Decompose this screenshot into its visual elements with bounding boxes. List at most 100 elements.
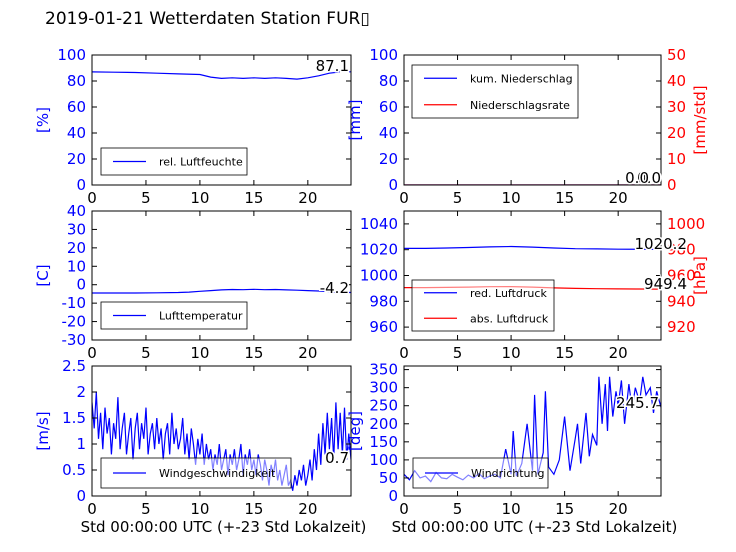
precip-xtick-label: 20 (609, 189, 628, 207)
temperature-ytick-label: -20 (62, 313, 87, 331)
winddir-legend-label-1: Windrichtung (471, 467, 544, 480)
pressure-xtick-label: 15 (555, 344, 574, 362)
pressure-current-value: 1020.2 (635, 235, 688, 253)
temperature-ytick-label: 40 (67, 202, 86, 220)
precip-ytick-right-label: 30 (667, 98, 686, 116)
winddir-ytick-label: 300 (369, 379, 398, 397)
temperature-current-value: -4.2 (320, 279, 349, 297)
winddir-current-value: 245.7 (616, 394, 659, 412)
winddir-xtick-label: 15 (555, 500, 574, 518)
windspeed-ytick-label: 0.5 (62, 461, 86, 479)
humidity-xtick-label: 15 (244, 189, 263, 207)
windspeed-ytick-label: 0 (76, 487, 86, 505)
humidity-ytick-label: 100 (57, 46, 86, 64)
precip-legend (411, 64, 579, 119)
winddir-ytick-label: 0 (388, 487, 398, 505)
precip-ytick-right-label: 40 (667, 72, 686, 90)
humidity-series-1 (92, 71, 351, 80)
pressure-legend-label-1: red. Luftdruck (470, 287, 547, 300)
windspeed-frame (91, 365, 352, 497)
humidity-legend-label-1: rel. Luftfeuchte (159, 156, 243, 169)
pressure-ytick-right-label: 1000 (667, 215, 705, 233)
pressure-ytick-label: 1040 (360, 215, 398, 233)
precip-frame (403, 54, 662, 186)
temperature-xtick-label: 20 (298, 344, 317, 362)
pressure-ytick-right-label: 940 (667, 292, 696, 310)
pressure-xtick-label: 5 (453, 344, 463, 362)
pressure-xtick-label: 20 (609, 344, 628, 362)
temperature-ytick-label: 0 (76, 276, 86, 294)
precip-xtick-label: 15 (555, 189, 574, 207)
precip-ytick-label: 60 (379, 98, 398, 116)
precip-ytick-right-label: 20 (667, 124, 686, 142)
temperature-xtick-label: 10 (190, 344, 209, 362)
temperature-ytick-label: 10 (67, 257, 86, 275)
winddir-xtick-label: 10 (502, 500, 521, 518)
precip-xtick-label: 5 (453, 189, 463, 207)
pressure-ytick-label: 980 (369, 292, 398, 310)
temperature-ytick-label: 30 (67, 220, 86, 238)
precip-ytick-right-label: 0 (667, 176, 677, 194)
humidity-current-value: 87.1 (316, 57, 349, 75)
winddir-xtick-label: 5 (453, 500, 463, 518)
precip-ytick-label: 100 (369, 46, 398, 64)
winddir-ytick-label: 250 (369, 397, 398, 415)
temperature-frame (91, 210, 352, 341)
temperature-series-1 (92, 288, 351, 294)
pressure-current-value-right: 949.4 (644, 275, 687, 293)
pressure-legend-label-2: abs. Luftdruck (470, 312, 549, 325)
temperature-xtick-label: 15 (244, 344, 263, 362)
pressure-ytick-label: 1020 (360, 241, 398, 259)
figure-title: 2019-01-21 Wetterdaten Station FUR▯ (45, 9, 370, 29)
humidity-ytick-label: 0 (76, 176, 86, 194)
precip-ytick-right-label: 10 (667, 150, 686, 168)
windspeed-ylabel: [m/s] (34, 411, 52, 450)
windspeed-legend-label-1: Windgeschwindigkeit (159, 467, 276, 480)
pressure-ylabel-right: [hPa] (691, 256, 709, 295)
pressure-xtick-label: 10 (502, 344, 521, 362)
pressure-ytick-label: 1000 (360, 267, 398, 285)
winddir-ytick-label: 150 (369, 433, 398, 451)
temperature-xtick-label: 5 (141, 344, 151, 362)
precip-legend-label-2: Niederschlagsrate (470, 99, 570, 112)
winddir-ytick-label: 50 (379, 469, 398, 487)
winddir-frame (403, 365, 662, 497)
winddir-ytick-label: 350 (369, 361, 398, 379)
humidity-xtick-label: 10 (190, 189, 209, 207)
temperature-xtick-label: 0 (87, 344, 97, 362)
precip-current-value-right: 0.0 (625, 169, 649, 187)
precip-legend-label-1: kum. Niederschlag (470, 72, 573, 85)
windspeed-ytick-label: 2.5 (62, 357, 86, 375)
pressure-series-1 (404, 245, 661, 250)
humidity-xtick-label: 0 (87, 189, 97, 207)
winddir-xtick-label: 0 (399, 500, 409, 518)
humidity-xtick-label: 5 (141, 189, 151, 207)
winddir-ytick-label: 100 (369, 451, 398, 469)
windspeed-xtick-label: 5 (141, 500, 151, 518)
winddir-ylabel: [deg] (346, 411, 364, 451)
humidity-ylabel: [%] (34, 107, 52, 133)
windspeed-xtick-label: 15 (244, 500, 263, 518)
precip-ylabel: [mm] (346, 100, 364, 141)
precip-ytick-right-label: 50 (667, 46, 686, 64)
pressure-ytick-right-label: 960 (667, 267, 696, 285)
winddir-ytick-label: 200 (369, 415, 398, 433)
winddir-xtick-label: 20 (609, 500, 628, 518)
humidity-xtick-label: 20 (298, 189, 317, 207)
precip-ytick-label: 20 (379, 150, 398, 168)
pressure-ytick-right-label: 980 (667, 241, 696, 259)
pressure-legend (411, 279, 555, 332)
humidity-frame (91, 54, 352, 186)
windspeed-xtick-label: 10 (190, 500, 209, 518)
humidity-ytick-label: 80 (67, 72, 86, 90)
precip-ylabel-right: [mm/std] (691, 85, 709, 154)
precip-xtick-label: 0 (399, 189, 409, 207)
temperature-ytick-label: -10 (62, 294, 87, 312)
winddir-xlabel: Std 00:00:00 UTC (+-23 Std Lokalzeit) (392, 518, 678, 536)
windspeed-ytick-label: 1 (76, 435, 86, 453)
precip-ytick-label: 40 (379, 124, 398, 142)
windspeed-xtick-label: 20 (298, 500, 317, 518)
temperature-ytick-label: -30 (62, 331, 87, 349)
windspeed-current-value: 0.7 (325, 449, 349, 467)
